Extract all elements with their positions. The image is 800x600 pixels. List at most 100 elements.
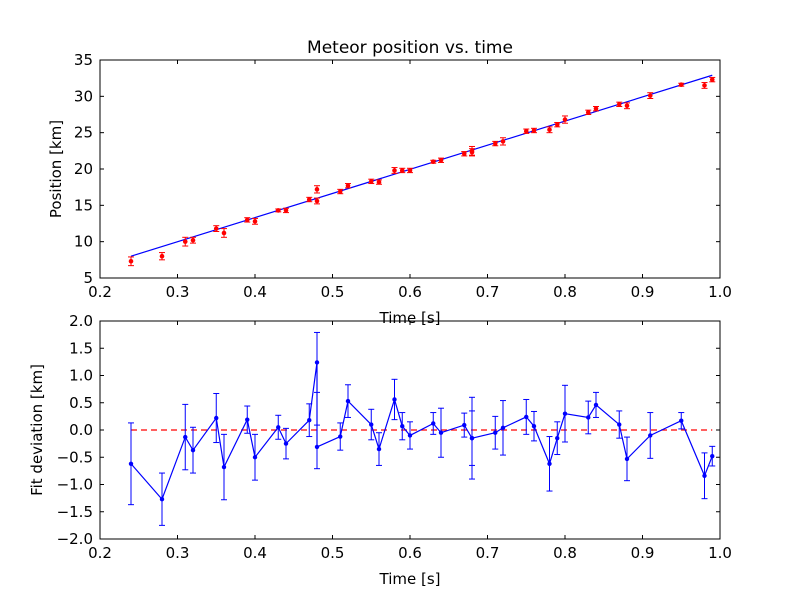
- y-tick-label: −1.5: [57, 503, 93, 521]
- data-point: [462, 422, 467, 428]
- data-point: [710, 453, 715, 459]
- x-tick-label: 1.0: [708, 283, 732, 301]
- data-point: [314, 187, 320, 192]
- data-point: [307, 417, 312, 423]
- y-tick-label: −2.0: [57, 530, 93, 548]
- data-point: [531, 128, 537, 133]
- data-point: [376, 446, 382, 452]
- data-point: [128, 258, 134, 264]
- data-point: [399, 168, 405, 173]
- data-point: [593, 402, 599, 408]
- data-point: [702, 83, 707, 88]
- fit-line: [130, 74, 713, 257]
- y-axis-label: Fit deviation [km]: [28, 364, 46, 496]
- data-point: [183, 434, 188, 440]
- data-point: [492, 141, 498, 146]
- data-point: [338, 434, 343, 439]
- data-point: [407, 433, 413, 438]
- y-tick-label: 35: [74, 51, 93, 69]
- data-point: [547, 127, 552, 133]
- data-point: [345, 398, 351, 404]
- data-point: [586, 415, 591, 420]
- data-point: [647, 93, 653, 98]
- data-point: [128, 461, 134, 466]
- data-point: [617, 422, 622, 427]
- x-tick-label: 0.6: [398, 544, 422, 562]
- data-point: [275, 208, 281, 213]
- data-point: [593, 106, 599, 111]
- x-tick-label: 0.7: [476, 283, 500, 301]
- data-point: [213, 226, 219, 231]
- data-point: [500, 425, 506, 431]
- data-point: [438, 157, 444, 163]
- y-tick-label: 0.0: [69, 421, 93, 439]
- y-tick-label: 1.5: [69, 339, 93, 357]
- data-point: [493, 430, 498, 435]
- data-point: [221, 464, 227, 470]
- data-point: [679, 418, 684, 423]
- data-point: [159, 497, 165, 502]
- x-tick-label: 0.2: [88, 544, 112, 562]
- x-tick-label: 0.7: [476, 544, 500, 562]
- data-point: [252, 219, 258, 224]
- x-tick-label: 0.8: [553, 283, 577, 301]
- x-tick-label: 0.4: [243, 283, 267, 301]
- y-axis-label: Position [km]: [47, 120, 65, 218]
- y-tick-label: 1.0: [69, 367, 93, 385]
- data-point: [400, 423, 405, 429]
- data-point: [221, 230, 227, 236]
- data-point: [624, 456, 630, 462]
- data-point: [392, 397, 397, 402]
- x-tick-label: 0.9: [631, 544, 655, 562]
- data-point: [306, 197, 312, 202]
- plot-frame: [99, 59, 721, 279]
- data-point: [531, 423, 537, 429]
- position-chart: Meteor position vs. time Position [km] T…: [47, 38, 732, 327]
- data-point: [314, 198, 320, 204]
- data-point: [524, 414, 529, 420]
- data-point: [562, 117, 568, 122]
- data-point: [431, 421, 436, 426]
- x-tick-label: 1.0: [708, 544, 732, 562]
- data-point: [407, 168, 413, 173]
- x-tick-label: 0.6: [398, 283, 422, 301]
- data-point: [678, 82, 684, 88]
- data-point: [252, 455, 258, 460]
- data-point: [190, 237, 196, 243]
- data-point: [314, 444, 320, 450]
- data-point: [585, 110, 591, 115]
- data-point: [554, 122, 560, 127]
- data-point: [469, 435, 475, 441]
- data-point: [702, 473, 707, 478]
- chart-title: Meteor position vs. time: [307, 38, 513, 58]
- data-point: [562, 411, 568, 416]
- data-point: [624, 103, 630, 109]
- data-point: [547, 461, 552, 466]
- data-point: [368, 179, 374, 184]
- y-tick-label: 10: [74, 233, 93, 251]
- data-point: [709, 77, 715, 82]
- y-tick-label: 20: [74, 160, 93, 178]
- data-point: [438, 430, 444, 435]
- data-point: [616, 102, 622, 107]
- x-axis-label: Time [s]: [379, 570, 441, 588]
- data-point: [430, 159, 436, 165]
- data-point: [345, 183, 351, 189]
- data-point: [283, 208, 289, 213]
- y-tick-label: 0.5: [69, 394, 93, 412]
- fit-deviation-chart: Fit deviation [km] Time [s] 0.2 0.3 0.4 0.5…: [28, 312, 732, 588]
- series-line: [130, 362, 713, 501]
- x-tick-label: 0.9: [631, 283, 655, 301]
- plot-frame: [99, 320, 721, 540]
- data-point: [500, 139, 506, 144]
- data-point: [283, 441, 289, 446]
- y-tick-label: 2.0: [69, 312, 93, 330]
- x-tick-label: 0.3: [166, 544, 190, 562]
- data-point: [214, 415, 219, 421]
- y-tick-label: 5: [83, 269, 93, 287]
- x-tick-label: 0.8: [553, 544, 577, 562]
- data-point: [369, 422, 374, 427]
- x-tick-label: 0.3: [166, 283, 190, 301]
- data-point: [376, 179, 382, 185]
- data-point: [314, 360, 320, 365]
